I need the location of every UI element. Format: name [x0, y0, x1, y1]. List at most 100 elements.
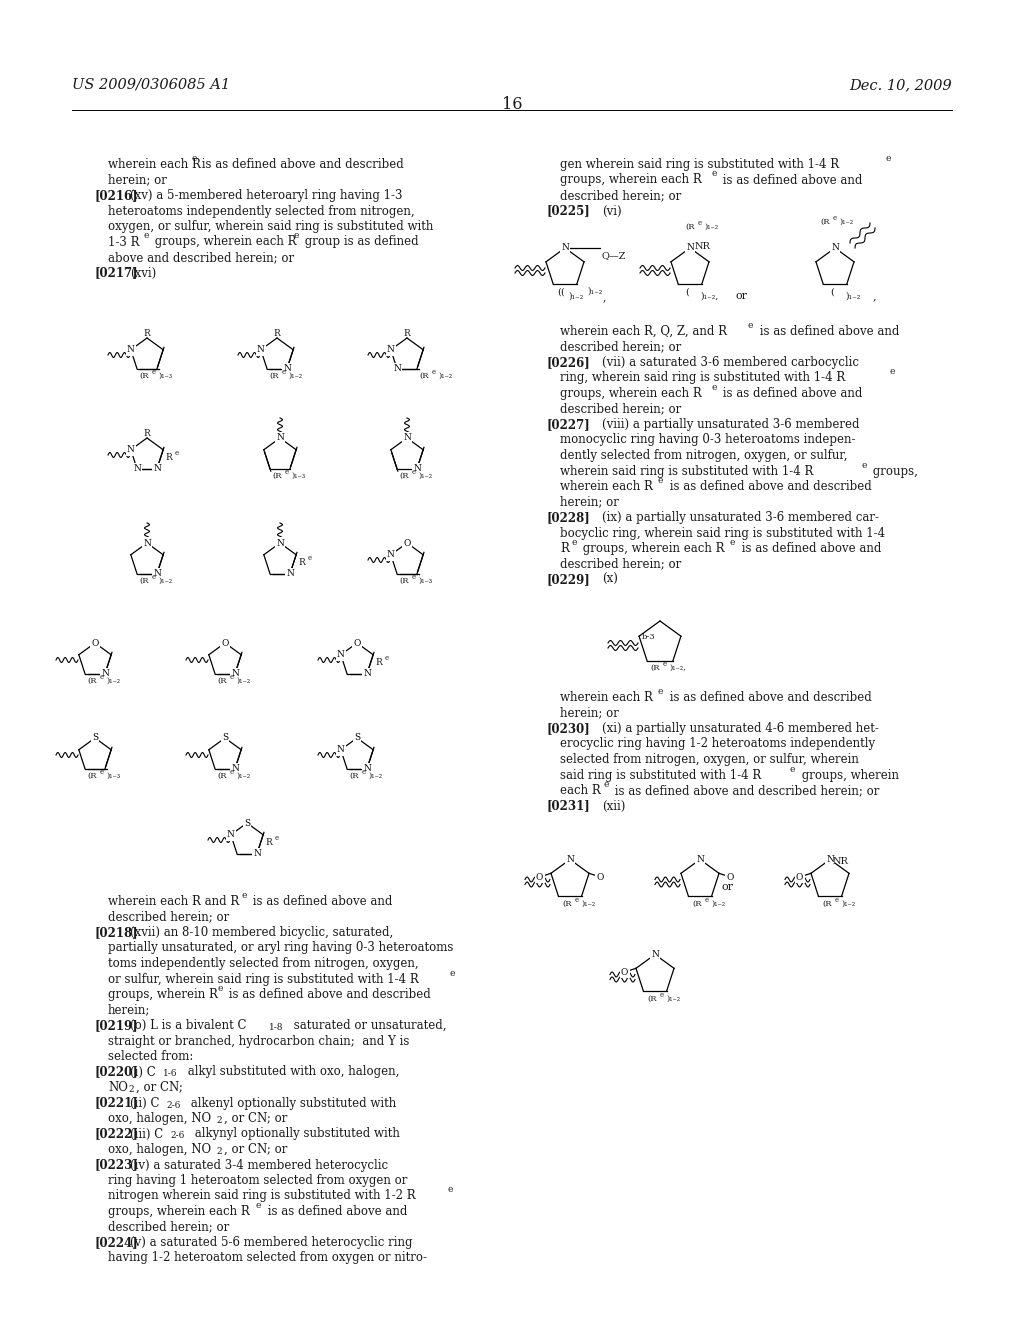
Text: S: S: [222, 734, 228, 742]
Text: S: S: [92, 734, 98, 742]
Text: described herein; or: described herein; or: [108, 911, 229, 924]
Text: e: e: [191, 154, 197, 162]
Text: (: (: [557, 288, 561, 296]
Text: heteroatoms independently selected from nitrogen,: heteroatoms independently selected from …: [108, 205, 415, 218]
Text: N: N: [387, 346, 395, 354]
Text: e: e: [664, 660, 668, 668]
Text: ring, wherein said ring is substituted with 1-4 R: ring, wherein said ring is substituted w…: [560, 371, 845, 384]
Text: herein; or: herein; or: [560, 495, 618, 508]
Text: N: N: [253, 849, 261, 858]
Text: alkenyl optionally substituted with: alkenyl optionally substituted with: [187, 1097, 396, 1110]
Text: (R: (R: [692, 900, 701, 908]
Text: is as defined above and: is as defined above and: [264, 1205, 408, 1218]
Text: e: e: [890, 367, 895, 376]
Text: oxo, halogen, NO: oxo, halogen, NO: [108, 1143, 211, 1156]
Text: selected from nitrogen, oxygen, or sulfur, wherein: selected from nitrogen, oxygen, or sulfu…: [560, 752, 859, 766]
Text: [0220]: [0220]: [95, 1065, 138, 1078]
Text: N: N: [364, 669, 371, 678]
Text: e: e: [450, 969, 456, 978]
Text: nitrogen wherein said ring is substituted with 1-2 R: nitrogen wherein said ring is substitute…: [108, 1189, 416, 1203]
Text: (vii) a saturated 3-6 membered carbocyclic: (vii) a saturated 3-6 membered carbocycl…: [602, 356, 859, 370]
Text: N: N: [257, 346, 265, 354]
Text: (: (: [560, 288, 564, 296]
Text: N: N: [364, 764, 371, 774]
Text: [0222]: [0222]: [95, 1127, 139, 1140]
Text: wherein each R: wherein each R: [108, 158, 201, 172]
Text: toms independently selected from nitrogen, oxygen,: toms independently selected from nitroge…: [108, 957, 419, 970]
Text: 1-8: 1-8: [269, 1023, 284, 1032]
Text: 2: 2: [216, 1147, 221, 1156]
Text: )₁₋₂: )₁₋₂: [841, 900, 855, 908]
Text: )₁₋₂: )₁₋₂: [587, 286, 602, 296]
Text: above and described herein; or: above and described herein; or: [108, 251, 294, 264]
Text: (R: (R: [419, 372, 428, 380]
Text: (R: (R: [685, 223, 694, 231]
Text: herein; or: herein; or: [560, 706, 618, 719]
Text: ,: ,: [873, 292, 877, 301]
Text: [0226]: [0226]: [547, 356, 591, 370]
Text: e: e: [256, 1201, 261, 1210]
Text: )₁₋₂: )₁₋₂: [839, 218, 853, 226]
Text: [0225]: [0225]: [547, 205, 591, 218]
Text: N: N: [231, 669, 239, 678]
Text: e: e: [100, 768, 104, 776]
Text: groups, wherein R: groups, wherein R: [108, 987, 218, 1001]
Text: (iii) C: (iii) C: [130, 1127, 163, 1140]
Text: NR: NR: [833, 857, 849, 866]
Text: R: R: [403, 329, 411, 338]
Text: (xvi): (xvi): [130, 267, 157, 280]
Text: e: e: [152, 368, 156, 376]
Text: )₁₋₂: )₁₋₂: [368, 772, 382, 780]
Text: )₁₋₂: )₁₋₂: [845, 292, 860, 300]
Text: 2-6: 2-6: [166, 1101, 180, 1110]
Text: e: e: [152, 573, 156, 581]
Text: (R: (R: [87, 772, 96, 780]
Text: e: e: [241, 891, 247, 900]
Text: groups,: groups,: [869, 465, 918, 478]
Text: N: N: [231, 764, 239, 774]
Text: or sulfur, wherein said ring is substituted with 1-4 R: or sulfur, wherein said ring is substitu…: [108, 973, 419, 986]
Text: (R: (R: [217, 677, 226, 685]
Text: N: N: [831, 243, 839, 252]
Text: [0229]: [0229]: [547, 573, 591, 586]
Text: )₁₋₂: )₁₋₂: [581, 900, 595, 908]
Text: e: e: [658, 477, 664, 484]
Text: (ix) a partially unsaturated 3-6 membered car-: (ix) a partially unsaturated 3-6 membere…: [602, 511, 879, 524]
Text: NR: NR: [695, 242, 711, 251]
Text: O: O: [727, 873, 734, 882]
Text: [0218]: [0218]: [95, 927, 138, 939]
Text: (R: (R: [139, 577, 148, 585]
Text: [0223]: [0223]: [95, 1159, 139, 1172]
Text: groups, wherein each R: groups, wherein each R: [151, 235, 297, 248]
Text: oxo, halogen, NO: oxo, halogen, NO: [108, 1111, 211, 1125]
Text: O: O: [221, 639, 228, 648]
Text: e: e: [603, 780, 608, 789]
Text: )₁₋₂: )₁₋₂: [705, 223, 718, 231]
Text: N: N: [227, 830, 234, 840]
Text: e: e: [886, 154, 891, 162]
Text: e: e: [730, 539, 735, 546]
Text: (R: (R: [399, 471, 409, 479]
Text: e: e: [293, 231, 298, 240]
Text: )₁₋₃: )₁₋₃: [291, 471, 305, 479]
Text: O: O: [403, 539, 411, 548]
Text: N: N: [561, 243, 569, 252]
Text: e: e: [384, 653, 388, 661]
Text: [0224]: [0224]: [95, 1236, 138, 1249]
Text: N: N: [153, 465, 161, 474]
Text: (v) a saturated 5-6 membered heterocyclic ring: (v) a saturated 5-6 membered heterocycli…: [130, 1236, 413, 1249]
Text: )₁₋₂: )₁₋₂: [711, 900, 725, 908]
Text: N: N: [127, 346, 135, 354]
Text: said ring is substituted with 1-4 R: said ring is substituted with 1-4 R: [560, 768, 761, 781]
Text: )₁₋₂: )₁₋₂: [288, 372, 302, 380]
Text: S: S: [354, 734, 360, 742]
Text: b-3: b-3: [642, 634, 655, 642]
Text: N: N: [133, 465, 141, 474]
Text: [0219]: [0219]: [95, 1019, 138, 1032]
Text: N: N: [413, 465, 421, 474]
Text: )₁₋₂: )₁₋₂: [106, 677, 120, 685]
Text: 2-6: 2-6: [170, 1131, 184, 1140]
Text: O: O: [621, 968, 629, 977]
Text: (R: (R: [650, 664, 659, 672]
Text: N: N: [403, 433, 411, 442]
